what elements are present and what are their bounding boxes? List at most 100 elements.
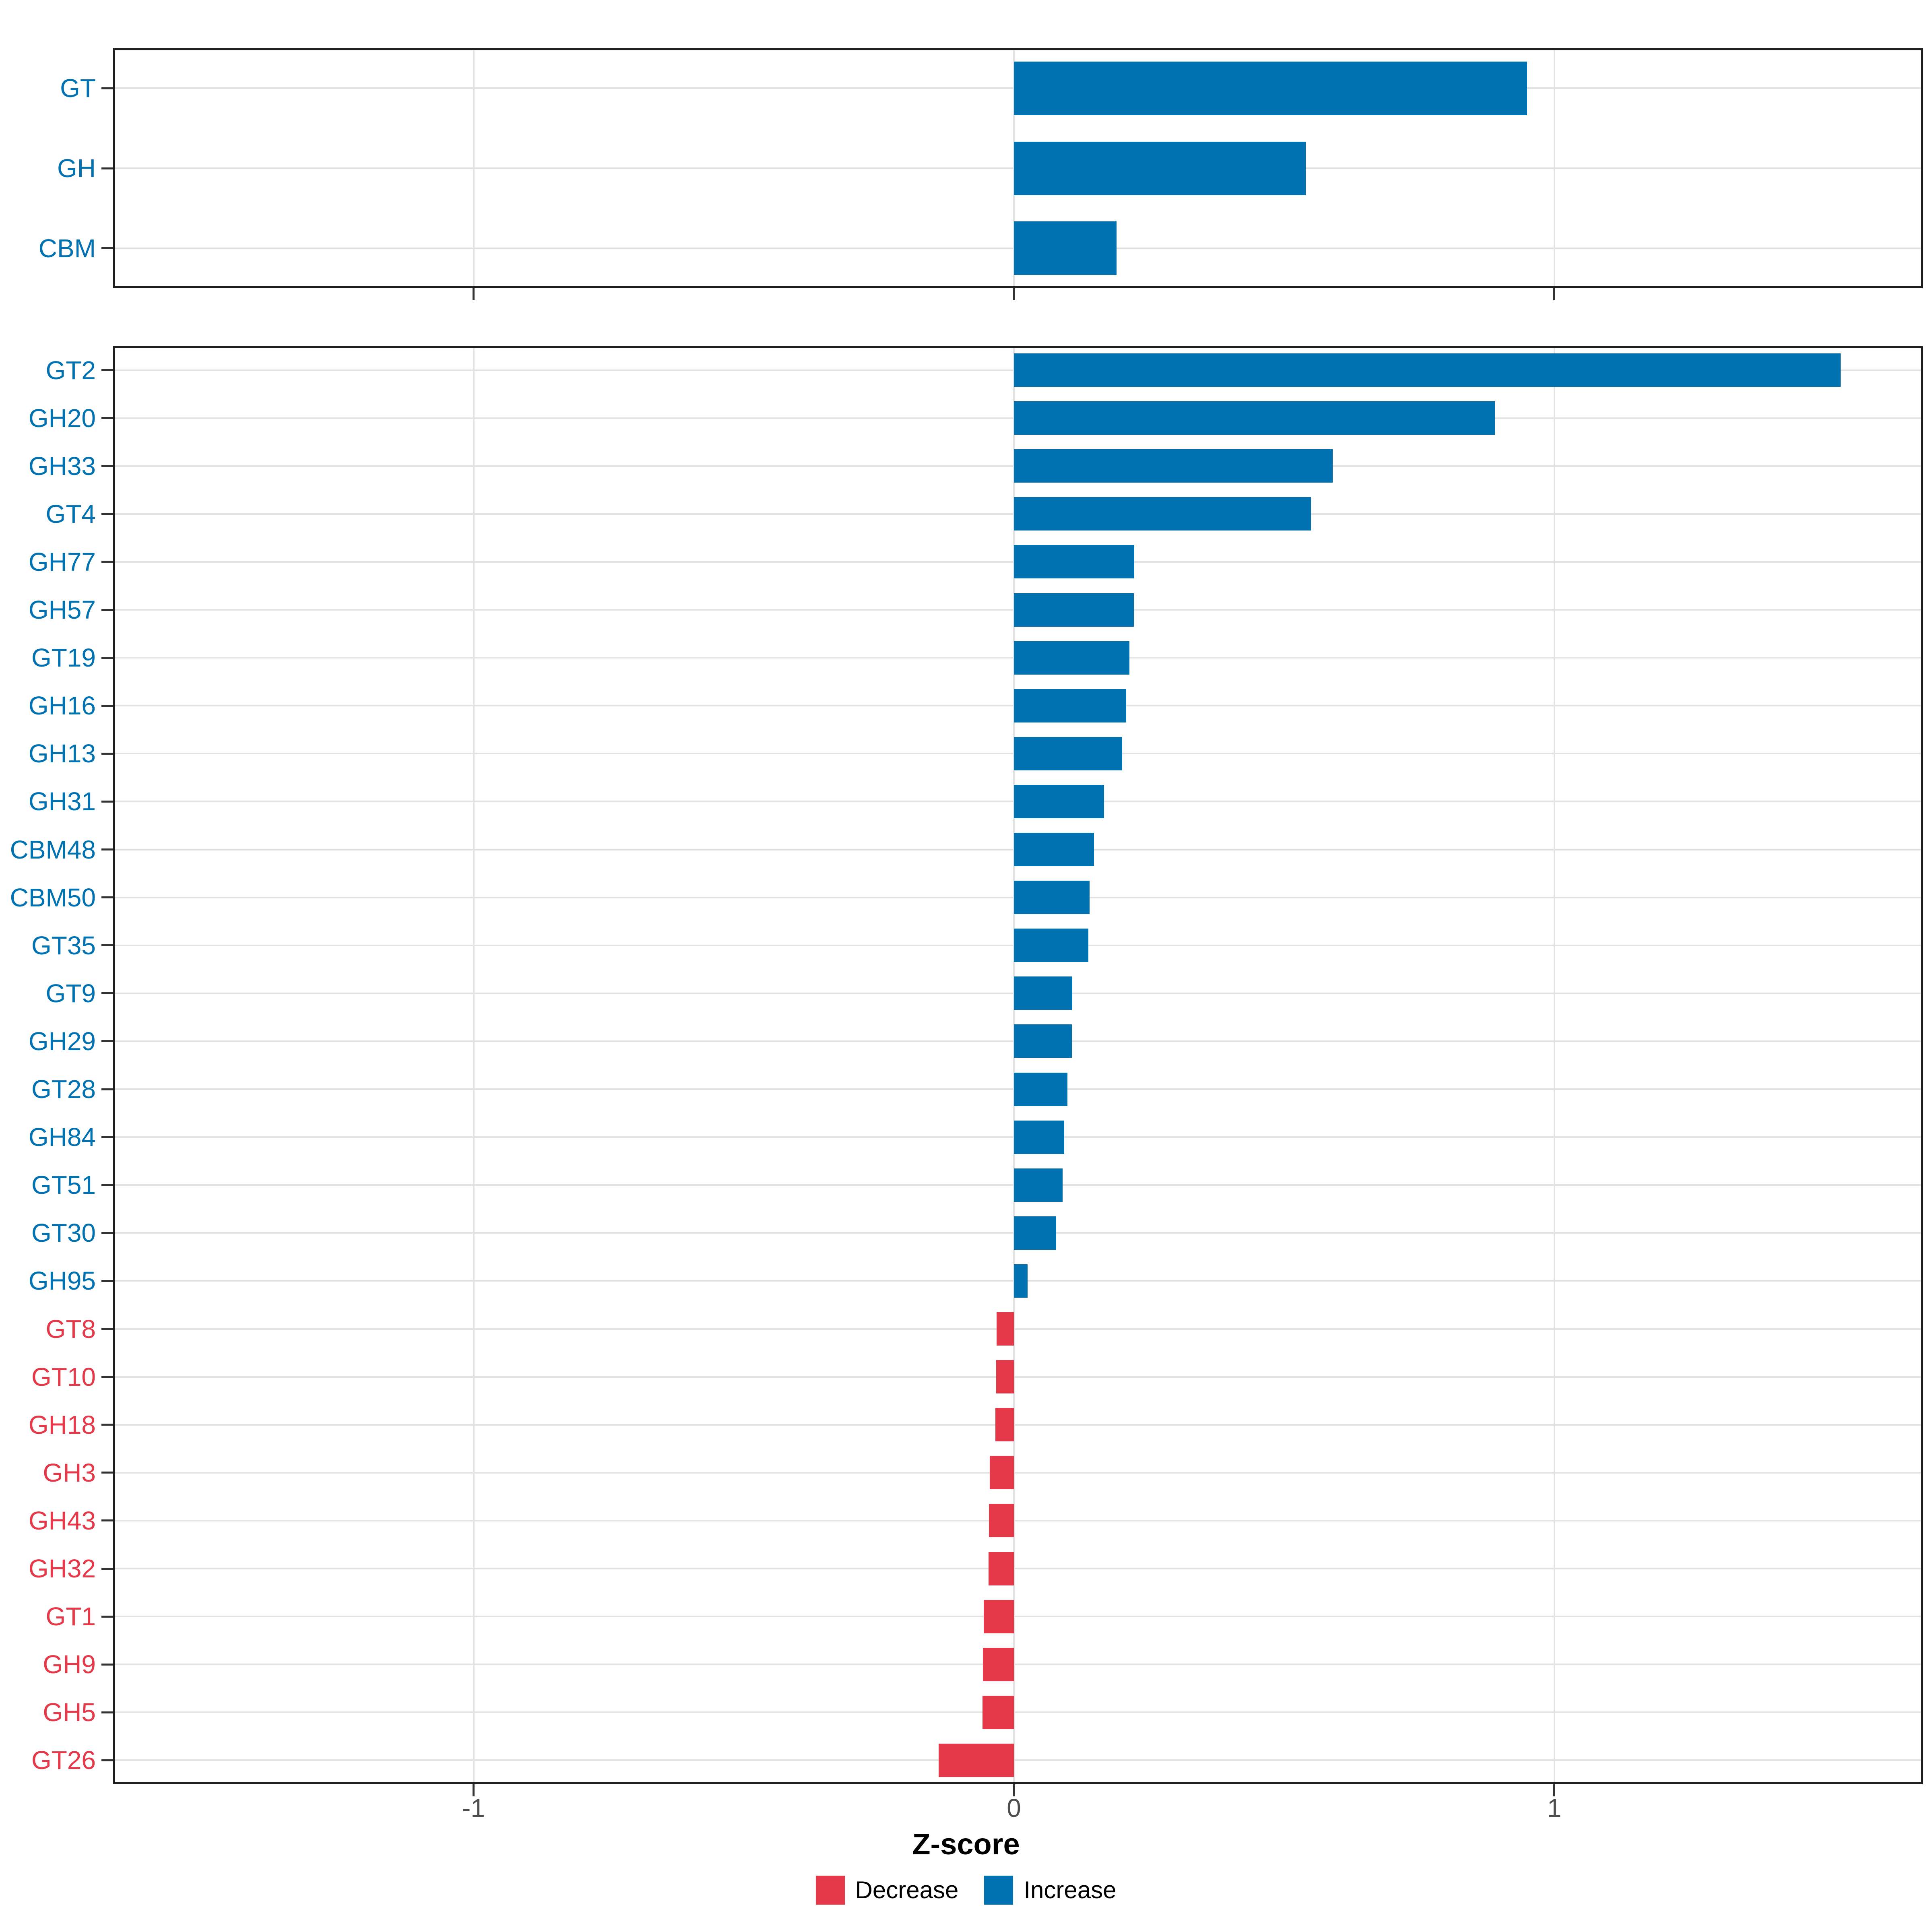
y-tick <box>101 800 113 803</box>
category-label-GH9: GH9 <box>43 1650 96 1679</box>
bar-GT19 <box>1014 641 1130 675</box>
bar-GH18 <box>995 1408 1014 1442</box>
bar-GH9 <box>983 1647 1014 1681</box>
bar-CBM50 <box>1014 881 1090 914</box>
y-tick <box>101 848 113 851</box>
category-label-GT26: GT26 <box>31 1746 96 1775</box>
bar-GH29 <box>1014 1024 1072 1058</box>
y-tick <box>101 896 113 899</box>
category-label-GH: GH <box>57 154 96 183</box>
gridline-horizontal <box>115 1568 1921 1570</box>
gridline-vertical <box>473 348 475 1782</box>
y-tick <box>101 1759 113 1761</box>
y-tick <box>101 369 113 372</box>
gridline-horizontal <box>115 1472 1921 1474</box>
category-label-CBM48: CBM48 <box>10 835 96 864</box>
y-tick <box>101 656 113 659</box>
category-label-GT4: GT4 <box>45 499 96 528</box>
gridline-horizontal <box>115 1519 1921 1521</box>
y-tick <box>101 1328 113 1330</box>
bar-GH33 <box>1014 449 1333 483</box>
bar-GT10 <box>996 1360 1014 1394</box>
bar-GT4 <box>1014 497 1311 531</box>
y-tick <box>101 561 113 563</box>
y-tick <box>101 609 113 611</box>
y-tick <box>101 944 113 947</box>
gridline-horizontal <box>115 1328 1921 1330</box>
bar-GH32 <box>988 1552 1014 1585</box>
y-tick <box>101 417 113 419</box>
category-label-GH18: GH18 <box>28 1410 96 1439</box>
bar-CBM <box>1014 221 1117 275</box>
y-tick <box>101 1663 113 1666</box>
bar-GH13 <box>1014 737 1122 770</box>
y-tick <box>101 87 113 89</box>
category-label-GH57: GH57 <box>28 595 96 625</box>
category-label-GH3: GH3 <box>43 1458 96 1487</box>
category-label-GH5: GH5 <box>43 1698 96 1727</box>
bar-GT9 <box>1014 976 1072 1010</box>
x-tick <box>1553 288 1555 300</box>
y-tick <box>101 167 113 169</box>
y-tick <box>101 1376 113 1378</box>
y-tick <box>101 1615 113 1618</box>
gridline-horizontal <box>115 1616 1921 1618</box>
category-label-GT: GT <box>60 74 96 103</box>
bar-GT <box>1014 61 1527 115</box>
category-label-GH31: GH31 <box>28 787 96 816</box>
y-tick <box>101 752 113 755</box>
bar-GH77 <box>1014 545 1135 579</box>
category-label-GT10: GT10 <box>31 1362 96 1391</box>
y-tick <box>101 1519 113 1522</box>
bar-GH20 <box>1014 401 1495 435</box>
category-label-GH29: GH29 <box>28 1026 96 1056</box>
category-label-CBM: CBM <box>38 233 96 263</box>
category-label-GH95: GH95 <box>28 1266 96 1296</box>
gridline-horizontal <box>115 1711 1921 1713</box>
category-label-GH20: GH20 <box>28 403 96 433</box>
legend-label-increase: Increase <box>1024 1876 1117 1903</box>
y-tick <box>101 513 113 515</box>
legend-item-increase: Increase <box>984 1876 1116 1905</box>
category-label-GH43: GH43 <box>28 1506 96 1535</box>
y-tick <box>101 465 113 467</box>
bar-GT2 <box>1014 353 1841 387</box>
y-tick <box>101 1472 113 1474</box>
y-tick <box>101 1280 113 1282</box>
bar-GH57 <box>1014 593 1134 627</box>
category-label-GT8: GT8 <box>45 1314 96 1344</box>
y-tick <box>101 1040 113 1042</box>
y-tick <box>101 1232 113 1234</box>
category-label-GT35: GT35 <box>31 931 96 960</box>
x-tick <box>1013 1784 1015 1796</box>
bar-CBM48 <box>1014 833 1094 867</box>
x-tick-label-1: 1 <box>1547 1794 1562 1823</box>
y-tick <box>101 1424 113 1426</box>
y-tick <box>101 1567 113 1570</box>
category-label-GT1: GT1 <box>45 1602 96 1631</box>
y-tick <box>101 1088 113 1090</box>
legend-label-decrease: Decrease <box>855 1876 959 1903</box>
category-label-GT28: GT28 <box>31 1075 96 1104</box>
y-tick <box>101 704 113 707</box>
gridline-horizontal <box>115 1376 1921 1378</box>
y-tick <box>101 1136 113 1138</box>
category-label-GH13: GH13 <box>28 739 96 768</box>
category-label-GT9: GT9 <box>45 978 96 1008</box>
gridline-vertical <box>1553 348 1555 1782</box>
x-tick-label-0: 0 <box>1007 1794 1021 1823</box>
gridline-vertical <box>1013 348 1015 1782</box>
x-tick <box>473 288 475 300</box>
category-label-GH33: GH33 <box>28 451 96 481</box>
bar-GH5 <box>983 1695 1014 1729</box>
bar-GT28 <box>1014 1072 1067 1106</box>
bar-GT1 <box>983 1600 1014 1633</box>
increase-swatch-icon <box>984 1876 1013 1905</box>
bar-GH <box>1014 141 1306 195</box>
category-label-GT2: GT2 <box>45 355 96 385</box>
category-label-GT51: GT51 <box>31 1170 96 1200</box>
x-tick <box>473 1784 475 1796</box>
panel-families <box>113 346 1923 1784</box>
y-tick <box>101 1184 113 1186</box>
